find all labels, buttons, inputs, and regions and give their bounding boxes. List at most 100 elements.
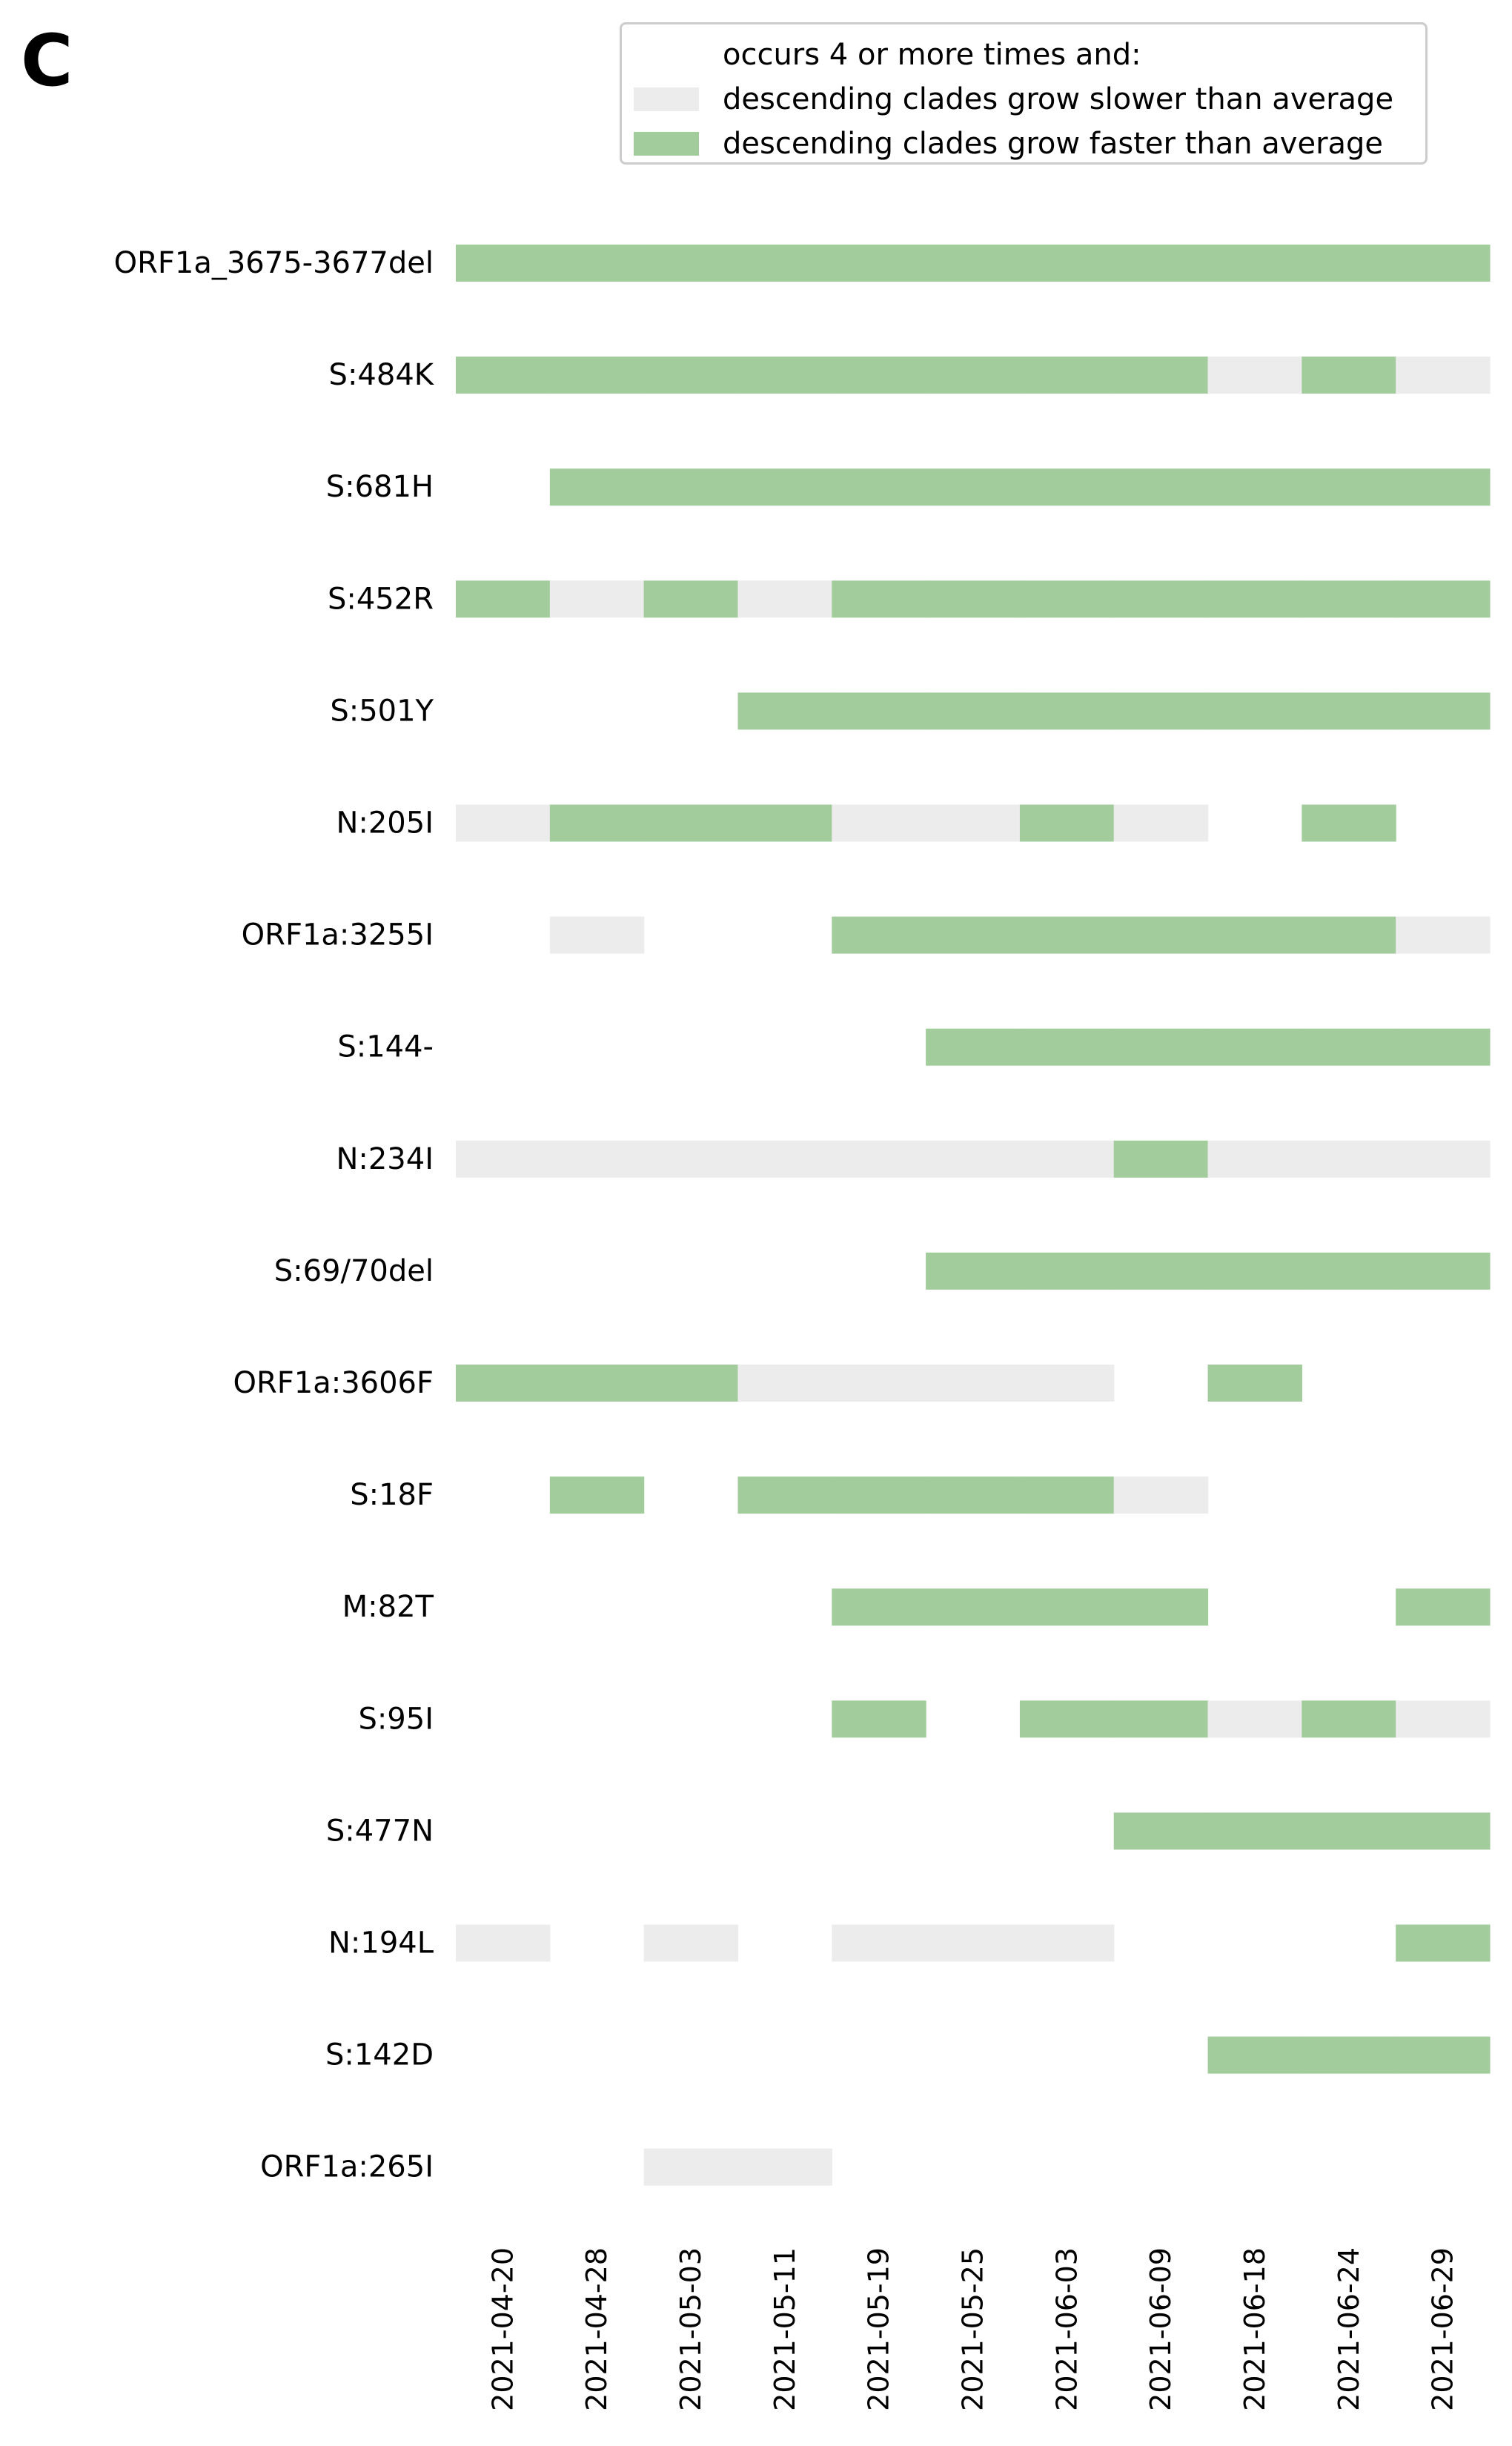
bar-segment-faster: [1396, 1588, 1491, 1626]
mutation-label: S:69/70del: [274, 1254, 434, 1288]
mutation-label: N:234I: [336, 1142, 434, 1176]
bar-segment-faster: [1396, 692, 1491, 730]
bar-segment-faster: [549, 1365, 645, 1402]
bar-segment-faster: [832, 1476, 926, 1514]
bar-segment-faster: [832, 1588, 926, 1626]
bar-segment-faster: [1396, 1812, 1491, 1850]
bar-segment-slower: [1207, 1700, 1302, 1738]
bar-segment-faster: [926, 692, 1021, 730]
x-tick-label: 2021-05-19: [863, 2247, 895, 2411]
bar-segment-faster: [832, 357, 926, 394]
bar-segment-slower: [832, 804, 926, 842]
bar-segment-faster: [1019, 580, 1115, 618]
bar-segment-faster: [1302, 245, 1396, 282]
bar-segment-faster: [1019, 692, 1115, 730]
bar-segment-slower: [549, 580, 645, 618]
bar-segment-slower: [1019, 1140, 1115, 1178]
bar-segment-faster: [1302, 692, 1396, 730]
bar-segment-faster: [737, 468, 832, 506]
x-tick-label: 2021-04-28: [580, 2247, 613, 2411]
bar-segment-faster: [926, 580, 1021, 618]
bar-segment-faster: [1019, 1028, 1115, 1066]
mutation-label: M:82T: [342, 1590, 434, 1624]
bar-segment-faster: [1396, 1252, 1491, 1290]
mutation-label: ORF1a:265I: [260, 2150, 434, 2184]
bar-segment-faster: [1302, 1812, 1396, 1850]
bar-segment-slower: [1019, 1924, 1115, 1962]
bar-segment-faster: [1207, 245, 1302, 282]
bar-segment-slower: [1396, 1700, 1491, 1738]
mutation-label: S:477N: [326, 1814, 434, 1848]
bar-segment-faster: [1207, 1028, 1302, 1066]
bar-segment-faster: [737, 245, 832, 282]
bar-segment-faster: [1019, 804, 1115, 842]
bar-segment-faster: [1019, 468, 1115, 506]
bar-segment-faster: [1302, 916, 1396, 954]
mutation-label: S:452R: [328, 582, 434, 616]
bar-segment-faster: [832, 692, 926, 730]
legend-item-slower: descending clades grow slower than avera…: [634, 82, 1393, 116]
bar-segment-faster: [926, 1252, 1021, 1290]
bar-segment-faster: [1396, 2036, 1491, 2074]
bar-segment-slower: [737, 1365, 832, 1402]
mutation-label: ORF1a_3675-3677del: [114, 246, 434, 280]
bar-segment-faster: [1113, 692, 1209, 730]
bar-segment-faster: [737, 1476, 832, 1514]
bar-segment-slower: [1113, 804, 1209, 842]
bar-segment-slower: [1207, 1140, 1302, 1178]
bar-segment-faster: [1113, 916, 1209, 954]
legend-label-slower: descending clades grow slower than avera…: [723, 82, 1394, 116]
bar-segment-slower: [456, 1140, 551, 1178]
x-tick-label: 2021-04-20: [486, 2247, 519, 2411]
bar-segment-faster: [1302, 804, 1396, 842]
bar-segment-slower: [832, 1140, 926, 1178]
bar-segment-faster: [1207, 1812, 1302, 1850]
bar-segment-faster: [1302, 2036, 1396, 2074]
bar-segment-faster: [1019, 1476, 1115, 1514]
bar-segment-faster: [832, 468, 926, 506]
mutation-label: S:144-: [337, 1030, 434, 1064]
bar-segment-faster: [1113, 1700, 1209, 1738]
bar-segment-faster: [1396, 245, 1491, 282]
mutation-label: ORF1a:3606F: [233, 1366, 434, 1400]
bar-segment-faster: [1207, 468, 1302, 506]
bar-segment-faster: [1113, 580, 1209, 618]
bar-segment-faster: [549, 804, 645, 842]
legend-item-faster: descending clades grow faster than avera…: [634, 127, 1383, 161]
x-tick-label: 2021-06-24: [1333, 2247, 1365, 2411]
bar-segment-faster: [1302, 1700, 1396, 1738]
bar-segment-faster: [549, 245, 645, 282]
bar-segment-slower: [549, 916, 645, 954]
bar-segment-slower: [832, 1924, 926, 1962]
bar-segment-faster: [456, 580, 551, 618]
mutation-label: S:95I: [358, 1702, 434, 1736]
bar-segment-faster: [832, 245, 926, 282]
bar-segment-slower: [1302, 1140, 1396, 1178]
bar-segment-faster: [549, 1476, 645, 1514]
bar-segment-slower: [926, 1140, 1021, 1178]
bar-segment-faster: [456, 357, 551, 394]
x-tick-label: 2021-06-09: [1144, 2247, 1177, 2411]
bar-segment-faster: [643, 1365, 739, 1402]
legend-swatch-slower: [634, 87, 699, 111]
bar-segment-slower: [737, 1140, 832, 1178]
bar-segment-faster: [926, 357, 1021, 394]
bar-segment-faster: [1019, 1588, 1115, 1626]
bar-segment-faster: [1113, 1812, 1209, 1850]
bar-segment-faster: [643, 357, 739, 394]
bar-segment-slower: [549, 1140, 645, 1178]
x-tick-label: 2021-05-11: [769, 2247, 801, 2411]
bar-segment-slower: [1396, 1140, 1491, 1178]
bar-segment-slower: [1396, 916, 1491, 954]
bar-segment-faster: [1207, 916, 1302, 954]
legend-swatch-faster: [634, 132, 699, 156]
x-tick-label: 2021-06-29: [1427, 2247, 1459, 2411]
bar-segment-faster: [1207, 2036, 1302, 2074]
bar-segment-faster: [926, 1476, 1021, 1514]
x-tick-label: 2021-06-18: [1239, 2247, 1271, 2411]
bar-segment-faster: [926, 1028, 1021, 1066]
bar-segment-faster: [1113, 468, 1209, 506]
bar-segment-faster: [1396, 468, 1491, 506]
bar-segment-slower: [1207, 357, 1302, 394]
